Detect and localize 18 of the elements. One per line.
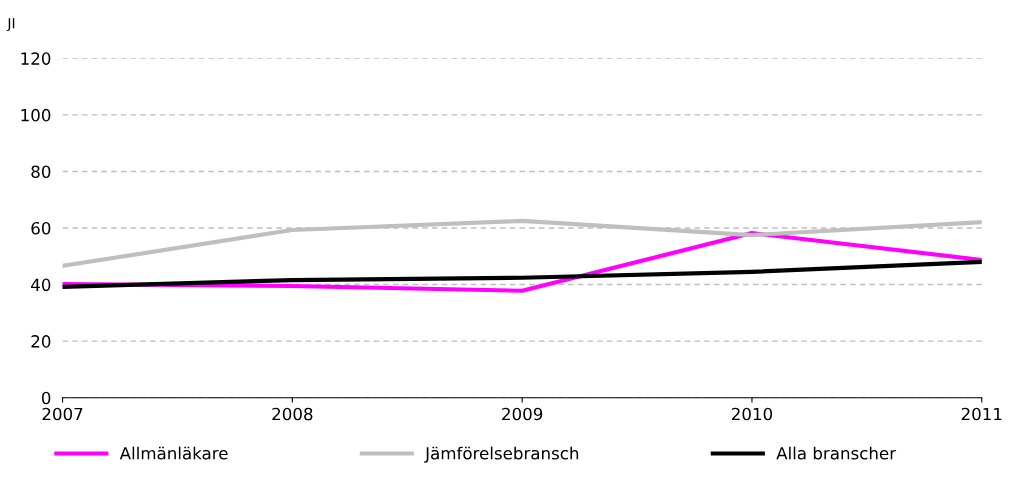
x-tick-label: 2008 — [272, 407, 313, 421]
y-tick-label: 40 — [31, 278, 51, 292]
y-tick-label: 60 — [31, 221, 51, 235]
x-tick-label: 2010 — [731, 407, 773, 421]
y-tick-label: 120 — [21, 52, 51, 65]
y-tick-label: 100 — [21, 108, 51, 122]
line-series — [62, 218, 982, 268]
x-tick-label: 2009 — [502, 407, 543, 421]
y-tick-label: 20 — [31, 335, 51, 348]
x-tick-label: 2011 — [961, 407, 1002, 421]
legend-label: Jämförelsebransch — [424, 446, 579, 463]
legend-label: Allmänläkare — [119, 446, 228, 460]
legend-label: Alla branscher — [776, 446, 897, 460]
x-tick-label: 2007 — [42, 407, 83, 421]
y-tick-label: 80 — [31, 165, 51, 179]
y-axis-title: JI — [6, 18, 15, 32]
line-series — [62, 259, 982, 289]
y-tick-label: 0 — [41, 391, 51, 405]
